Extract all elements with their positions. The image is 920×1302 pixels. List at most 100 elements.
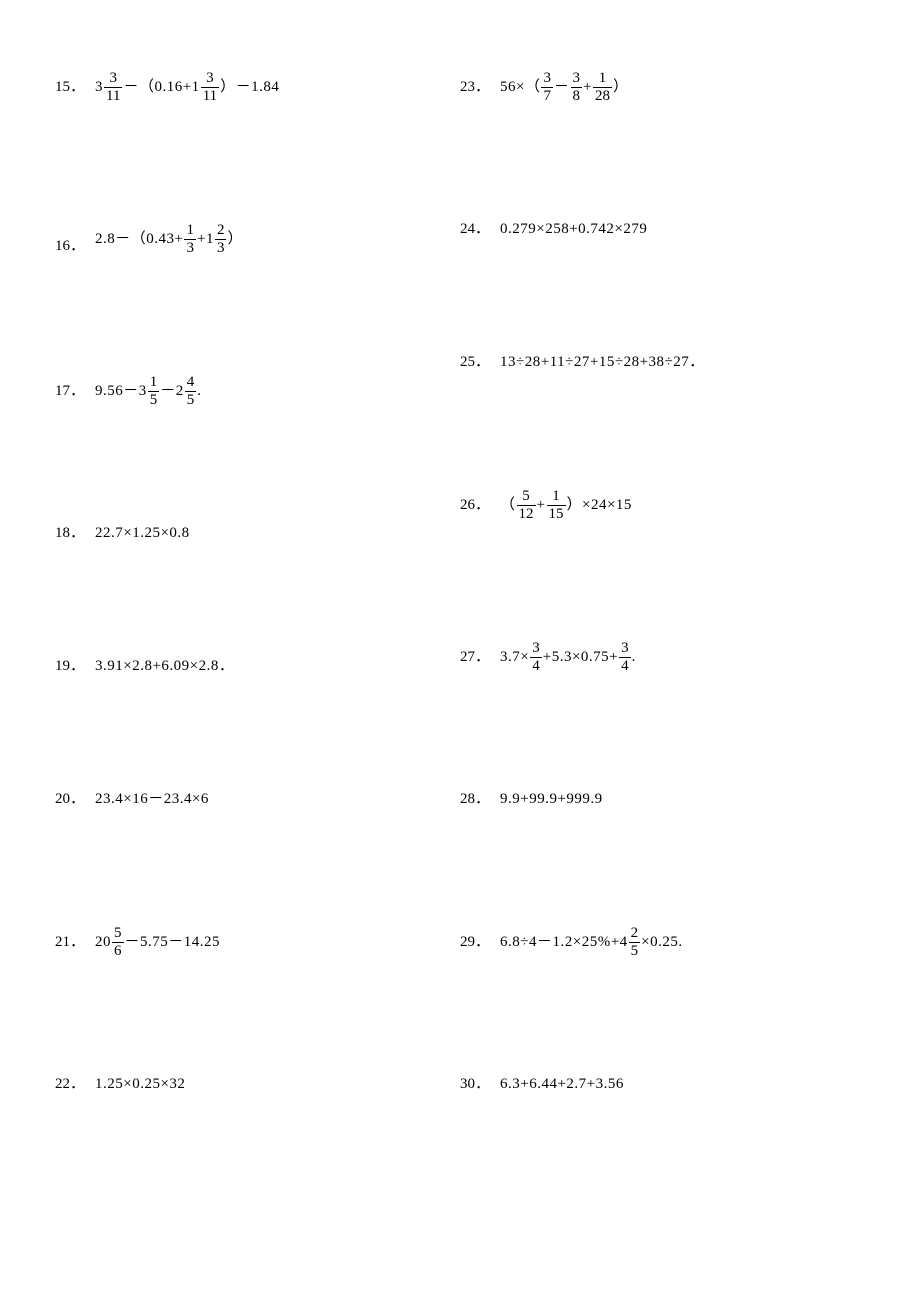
expression-text: － xyxy=(554,80,570,95)
fraction-numerator: 3 xyxy=(619,640,631,657)
expression-text: 22.7×1.25×0.8 xyxy=(95,526,190,541)
expression-text: 6.3+6.44+2.7+3.56 xyxy=(500,1077,624,1092)
problem-row: 17．9.56－315－245. xyxy=(55,374,460,408)
expression-text: －5.75－14.25 xyxy=(125,935,221,950)
problem-row: 23．56×（37－38+128） xyxy=(460,70,865,104)
problem-number: 18． xyxy=(55,526,85,541)
expression-text: ）×24×15 xyxy=(567,498,632,513)
expression-text: 3.7× xyxy=(500,650,529,665)
fraction-numerator: 3 xyxy=(541,70,553,87)
expression-text: 0.279×258+0.742×279 xyxy=(500,222,647,237)
fraction-denominator: 5 xyxy=(185,391,197,409)
expression-text: 20 xyxy=(95,935,111,950)
problem-number: 22． xyxy=(55,1077,85,1092)
problem-number: 25． xyxy=(460,355,490,370)
problem-number: 26． xyxy=(460,498,490,513)
problem-row: 15．3311－（0.16+1311）－1.84 xyxy=(55,70,460,104)
expression-text: 6.8÷4－1.2×25%+4 xyxy=(500,935,628,950)
expression-text: 9.56－3 xyxy=(95,384,147,399)
expression: 6.3+6.44+2.7+3.56 xyxy=(500,1077,624,1092)
fraction-numerator: 2 xyxy=(215,222,227,239)
expression: 3.91×2.8+6.09×2.8． xyxy=(95,659,234,674)
fraction-denominator: 4 xyxy=(530,657,542,675)
expression-text: ） xyxy=(227,232,243,247)
expression: 3.7×34+5.3×0.75+34. xyxy=(500,640,636,674)
problem-row: 29．6.8÷4－1.2×25%+425×0.25. xyxy=(460,925,865,959)
expression-text: ） xyxy=(613,80,629,95)
fraction-numerator: 1 xyxy=(184,222,196,239)
expression-text: 56×（ xyxy=(500,80,540,95)
fraction: 37 xyxy=(541,70,553,104)
fraction: 45 xyxy=(185,374,197,408)
left-column: 15．3311－（0.16+1311）－1.8416．2.8－（0.43+13+… xyxy=(55,70,460,1210)
fraction-denominator: 28 xyxy=(593,87,612,105)
expression-text: +1 xyxy=(197,232,214,247)
fraction: 128 xyxy=(593,70,612,104)
problem-row: 16．2.8－（0.43+13+123） xyxy=(55,222,460,256)
fraction-numerator: 1 xyxy=(148,374,160,391)
expression: 0.279×258+0.742×279 xyxy=(500,222,647,237)
problem-number: 19． xyxy=(55,659,85,674)
expression: 9.56－315－245. xyxy=(95,374,202,408)
fraction-numerator: 3 xyxy=(530,640,542,657)
expression-text: . xyxy=(197,384,201,399)
fraction-denominator: 5 xyxy=(148,391,160,409)
fraction: 34 xyxy=(530,640,542,674)
problem-row: 22． 1.25×0.25×32 xyxy=(55,1077,460,1092)
fraction-numerator: 5 xyxy=(112,925,124,942)
expression-text: （ xyxy=(500,498,516,513)
fraction: 13 xyxy=(184,222,196,256)
problem-number: 15． xyxy=(55,80,85,95)
expression-text: 13÷28+11÷27+15÷28+38÷27． xyxy=(500,355,705,370)
fraction-denominator: 7 xyxy=(541,87,553,105)
fraction: 311 xyxy=(104,70,122,104)
problem-number: 17． xyxy=(55,384,85,399)
fraction-denominator: 8 xyxy=(571,87,583,105)
expression-text: 3 xyxy=(95,80,103,95)
fraction: 23 xyxy=(215,222,227,256)
expression-text: 2.8－（0.43+ xyxy=(95,232,183,247)
fraction: 34 xyxy=(619,640,631,674)
problem-number: 23． xyxy=(460,80,490,95)
expression-text: －（0.16+1 xyxy=(123,80,199,95)
problem-row: 26． （ 512+115）×24×15 xyxy=(460,488,865,522)
fraction-numerator: 3 xyxy=(571,70,583,87)
expression-text: －2 xyxy=(160,384,184,399)
fraction: 56 xyxy=(112,925,124,959)
fraction: 311 xyxy=(201,70,219,104)
problem-number: 28． xyxy=(460,792,490,807)
two-column-layout: 15．3311－（0.16+1311）－1.8416．2.8－（0.43+13+… xyxy=(55,70,865,1210)
fraction: 38 xyxy=(571,70,583,104)
fraction: 115 xyxy=(547,488,566,522)
expression-text: +5.3×0.75+ xyxy=(543,650,618,665)
expression-text: 3.91×2.8+6.09×2.8． xyxy=(95,659,234,674)
fraction-denominator: 12 xyxy=(517,505,536,523)
problem-number: 21． xyxy=(55,935,85,950)
fraction-numerator: 5 xyxy=(520,488,532,505)
expression: （ 512+115）×24×15 xyxy=(500,488,632,522)
problem-row: 20． 23.4×16－23.4×6 xyxy=(55,792,460,807)
problem-row: 24． 0.279×258+0.742×279 xyxy=(460,222,865,237)
problem-number: 30． xyxy=(460,1077,490,1092)
problem-row: 21． 2056－5.75－14.25 xyxy=(55,925,460,959)
problem-number: 20． xyxy=(55,792,85,807)
fraction-denominator: 11 xyxy=(104,87,122,105)
fraction-denominator: 3 xyxy=(184,239,196,257)
expression-text: 23.4×16－23.4×6 xyxy=(95,792,209,807)
expression-text: + xyxy=(537,498,546,513)
expression-text: ×0.25. xyxy=(641,935,682,950)
problem-number: 27． xyxy=(460,650,490,665)
fraction-numerator: 3 xyxy=(204,70,216,87)
right-column: 23．56×（37－38+128）24．0.279×258+0.742×2792… xyxy=(460,70,865,1210)
expression: 9.9+99.9+999.9 xyxy=(500,792,603,807)
problem-row: 30． 6.3+6.44+2.7+3.56 xyxy=(460,1077,865,1092)
expression-text: 9.9+99.9+999.9 xyxy=(500,792,603,807)
problem-row: 18． 22.7×1.25×0.8 xyxy=(55,526,460,541)
problem-number: 24． xyxy=(460,222,490,237)
expression: 56×（37－38+128） xyxy=(500,70,628,104)
fraction-denominator: 15 xyxy=(547,505,566,523)
problem-number: 29． xyxy=(460,935,490,950)
expression: 1.25×0.25×32 xyxy=(95,1077,185,1092)
problem-row: 27． 3.7×34+5.3×0.75+34. xyxy=(460,640,865,674)
fraction: 15 xyxy=(148,374,160,408)
